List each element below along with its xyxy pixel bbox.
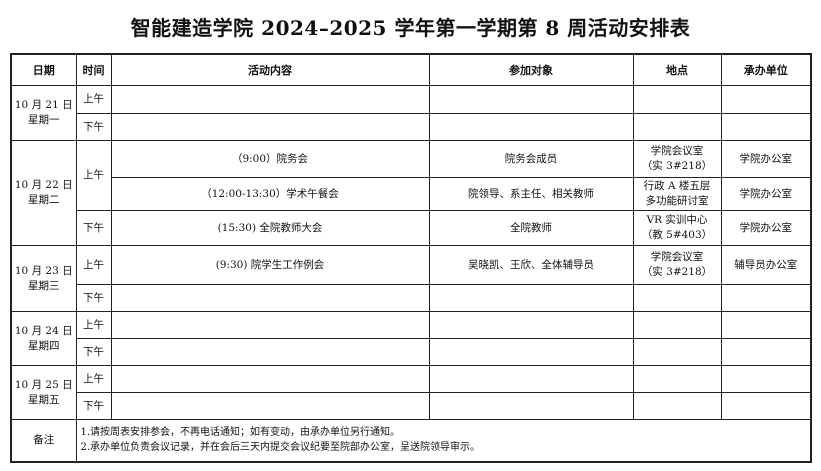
- event-organizer: 学院办公室: [720, 140, 812, 178]
- event-participants: 院务会成员: [428, 140, 634, 178]
- event-content: （12:00-13:30）学术午餐会: [110, 177, 430, 211]
- header-content: 活动内容: [110, 53, 430, 86]
- date-cell: 10 月 24 日星期四: [10, 311, 77, 366]
- event-participants: 吴晓凯、王欣、全体辅导员: [428, 245, 634, 285]
- date-cell: 10 月 22 日星期二: [10, 140, 77, 246]
- time-cell: 下午: [75, 338, 112, 366]
- table-row: 10 月 25 日星期五 上午: [10, 365, 812, 420]
- event-participants: 全院教师: [428, 210, 634, 246]
- time-cell: 下午: [75, 392, 112, 420]
- table-row: 下午: [11, 392, 812, 420]
- event-location: VR 实训中心 （教 5#403）: [632, 210, 722, 246]
- event-organizer: 学院办公室: [720, 177, 812, 211]
- table-row: （12:00-13:30）学术午餐会 院领导、系主任、相关教师 行政 A 楼五层…: [11, 177, 812, 211]
- date-cell: 10 月 25 日星期五: [10, 365, 77, 420]
- event-organizer: 学院办公室: [720, 210, 812, 246]
- table-row: 10 月 22 日星期二 上午 （9:00）院务会 院务会成员 学院会议室 （实 …: [10, 140, 812, 246]
- time-cell: 上午: [75, 365, 112, 393]
- table-row: 10 月 21 日星期一 上午: [10, 85, 812, 141]
- note-line: 2.承办单位负责会议记录，并在会后三天内提交会议纪要至院部办公室，呈送院领导审示…: [80, 442, 481, 454]
- notes-content: 1.请按周表安排参会，不再电话通知；如有变动，由承办单位另行通知。 2.承办单位负…: [75, 419, 812, 462]
- header-participants: 参加对象: [428, 53, 634, 86]
- table-row: 10 月 24 日星期四 上午: [10, 311, 812, 366]
- time-cell: 上午: [75, 140, 112, 211]
- header-time: 时间: [75, 53, 112, 86]
- event-location: 学院会议室 （实 3#218）: [632, 245, 722, 285]
- event-location: 学院会议室 （实 3#218）: [632, 140, 722, 178]
- event-location: 行政 A 楼五层 多功能研讨室: [632, 177, 722, 211]
- table-row: 10 月 23 日星期三 上午 (9:30) 院学生工作例会 吴晓凯、王欣、全体…: [10, 245, 812, 312]
- note-line: 1.请按周表安排参会，不再电话通知；如有变动，由承办单位另行通知。: [80, 427, 401, 439]
- schedule-table: 日期 时间 活动内容 参加对象 地点 承办单位 10 月 21 日星期一 上午 …: [10, 53, 812, 463]
- notes-row: 备注 1.请按周表安排参会，不再电话通知；如有变动，由承办单位另行通知。 2.承办…: [10, 419, 812, 462]
- page-title: 智能建造学院 2024–2025 学年第一学期第 8 周活动安排表: [130, 16, 691, 40]
- event-content: (9:30) 院学生工作例会: [110, 245, 430, 285]
- table-row: 下午 (15:30) 全院教师大会 全院教师 VR 实训中心 （教 5#403） …: [11, 210, 812, 246]
- table-row: 下午: [11, 338, 812, 366]
- time-cell: 上午: [75, 245, 112, 285]
- table-row: 下午: [11, 284, 812, 312]
- time-cell: 下午: [75, 284, 112, 312]
- header-date: 日期: [10, 53, 77, 86]
- event-content: (15:30) 全院教师大会: [110, 210, 430, 246]
- time-cell: 下午: [75, 113, 112, 141]
- header-row: 日期 时间 活动内容 参加对象 地点 承办单位: [10, 53, 812, 86]
- date-cell: 10 月 23 日星期三: [10, 245, 77, 312]
- event-participants: 院领导、系主任、相关教师: [428, 177, 634, 211]
- header-organizer: 承办单位: [720, 53, 812, 86]
- notes-label: 备注: [10, 419, 77, 462]
- event-organizer: 辅导员办公室: [720, 245, 812, 285]
- header-location: 地点: [632, 53, 722, 86]
- date-cell: 10 月 21 日星期一: [10, 85, 77, 141]
- event-content: （9:00）院务会: [110, 140, 430, 178]
- time-cell: 下午: [75, 210, 112, 246]
- table-row: 下午: [11, 113, 812, 141]
- time-cell: 上午: [75, 311, 112, 339]
- time-cell: 上午: [75, 85, 112, 114]
